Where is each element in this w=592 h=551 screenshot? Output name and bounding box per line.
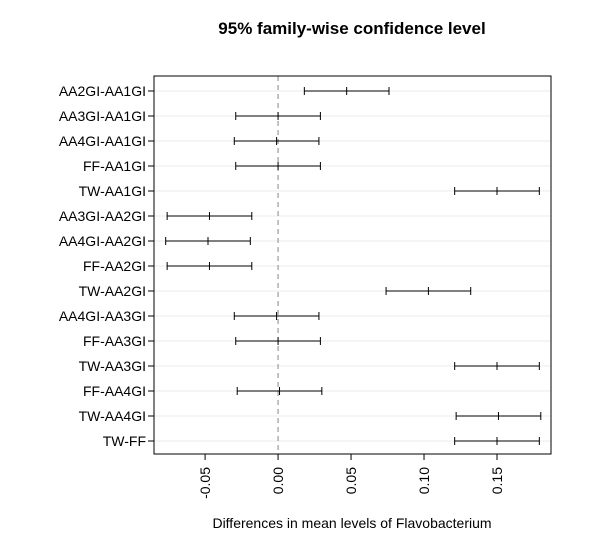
comparison-label: FF-AA2GI (83, 258, 146, 274)
comparison-label: FF-AA3GI (83, 333, 146, 349)
comparison-label: FF-AA4GI (83, 383, 146, 399)
comparison-label: FF-AA1GI (83, 158, 146, 174)
x-axis: -0.05 0.00 0.05 0.10 0.15 (197, 454, 505, 499)
comparison-label: AA2GI-AA1GI (59, 83, 146, 99)
x-tick-label: 0.15 (489, 467, 505, 494)
confidence-intervals (165, 87, 542, 445)
interval-aa4gi-aa3gi (233, 312, 320, 320)
interval-tw-aa2gi (385, 287, 472, 295)
interval-tw-aa4gi (455, 412, 542, 420)
comparison-label: AA4GI-AA3GI (59, 308, 146, 324)
comparison-label: TW-AA4GI (79, 408, 146, 424)
comparison-label: AA4GI-AA2GI (59, 233, 146, 249)
x-tick-label: 0.10 (416, 467, 432, 494)
interval-aa4gi-aa1gi (233, 137, 320, 145)
interval-aa3gi-aa1gi (235, 112, 321, 120)
comparison-label: AA3GI-AA1GI (59, 108, 146, 124)
comparison-labels: AA2GI-AA1GI AA3GI-AA1GI AA4GI-AA1GI FF-AA1G… (59, 83, 154, 449)
interval-ff-aa1gi (235, 162, 321, 170)
comparison-label: TW-AA1GI (79, 183, 146, 199)
interval-ff-aa2gi (166, 262, 253, 270)
chart-title: 95% family-wise confidence level (218, 19, 485, 38)
comparison-label: TW-AA2GI (79, 283, 146, 299)
interval-tw-aa3gi (454, 362, 540, 370)
interval-aa4gi-aa2gi (165, 237, 251, 245)
interval-aa2gi-aa1gi (303, 87, 390, 95)
plot-area-frame (153, 75, 552, 455)
comparison-label: TW-FF (103, 433, 146, 449)
comparison-label: AA4GI-AA1GI (59, 133, 146, 149)
x-tick-label: -0.05 (197, 467, 213, 499)
x-tick-label: 0.05 (343, 467, 359, 494)
interval-ff-aa4gi (236, 387, 323, 395)
comparison-label: AA3GI-AA2GI (59, 208, 146, 224)
x-axis-label: Differences in mean levels of Flavobacte… (212, 515, 491, 531)
interval-ff-aa3gi (235, 337, 321, 345)
interval-tw-ff (454, 437, 540, 445)
interval-aa3gi-aa2gi (166, 212, 253, 220)
comparison-label: TW-AA3GI (79, 358, 146, 374)
interval-tw-aa1gi (454, 187, 540, 195)
x-tick-label: 0.00 (270, 467, 286, 494)
